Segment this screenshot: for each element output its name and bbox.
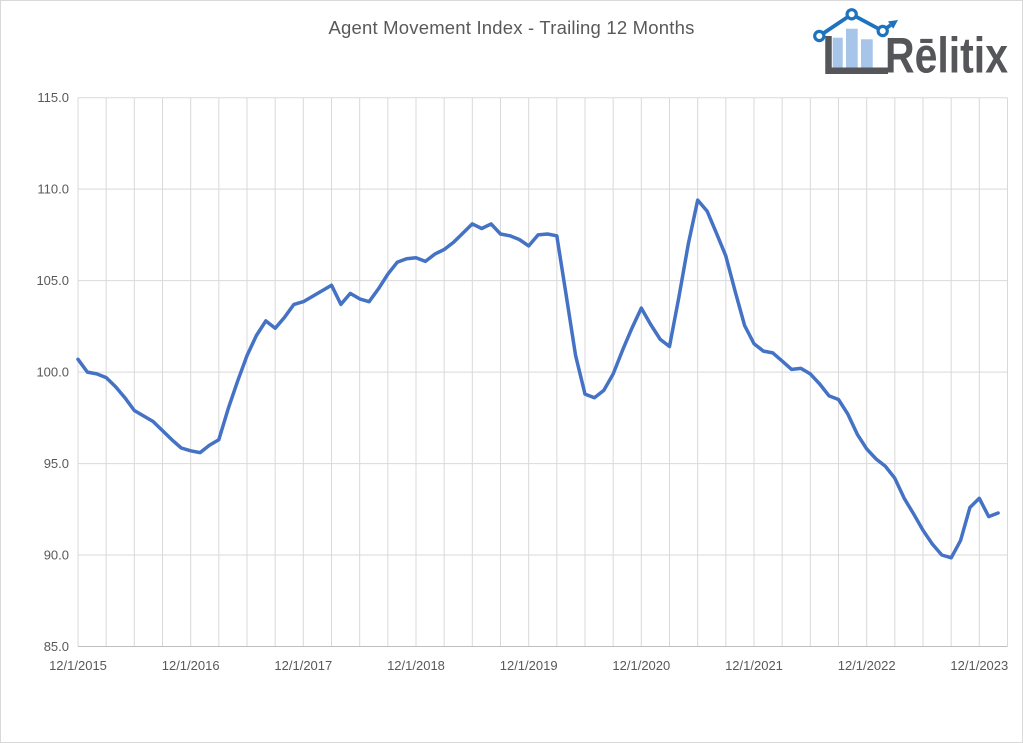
logo-axis-frame: [825, 36, 888, 74]
x-axis-tick-label: 12/1/2016: [162, 658, 220, 673]
y-axis-tick-label: 105.0: [36, 273, 69, 288]
x-axis-tick-label: 12/1/2020: [612, 658, 670, 673]
x-axis-tick-label: 12/1/2021: [725, 658, 783, 673]
logo-trend-point: [845, 8, 858, 21]
y-axis-tick-label: 90.0: [44, 548, 69, 563]
logo-trend-points: [813, 8, 889, 43]
y-axis-tick-label: 110.0: [37, 182, 69, 197]
x-axis-tick-label: 12/1/2015: [49, 658, 107, 673]
logo-bar: [861, 39, 873, 68]
logo-bar-chart: [832, 28, 873, 68]
relitix-logo: Rēlitix: [813, 8, 1008, 82]
x-axis-tick-label: 12/1/2022: [838, 658, 896, 673]
y-axis-tick-label: 100.0: [36, 365, 69, 380]
chart-title: Agent Movement Index - Trailing 12 Month…: [328, 17, 695, 38]
y-axis-tick-label: 115.0: [37, 90, 69, 105]
logo-bar: [832, 37, 843, 68]
agent-movement-index-series: [76, 198, 1000, 560]
x-axis-tick-label: 12/1/2018: [387, 658, 445, 673]
x-axis-tick-label: 12/1/2017: [274, 658, 332, 673]
y-axis-tick-label: 95.0: [44, 456, 69, 471]
logo-bar: [846, 28, 858, 68]
y-axis-tick-label: 85.0: [44, 639, 69, 654]
x-axis-tick-label: 12/1/2023: [950, 658, 1008, 673]
x-axis-tick-label: 12/1/2019: [500, 658, 558, 673]
logo-arrowhead: [888, 20, 898, 29]
logo-wordmark: Rēlitix: [885, 28, 1008, 82]
logo-trend-point: [813, 29, 826, 43]
logo-trend-point: [876, 24, 889, 38]
